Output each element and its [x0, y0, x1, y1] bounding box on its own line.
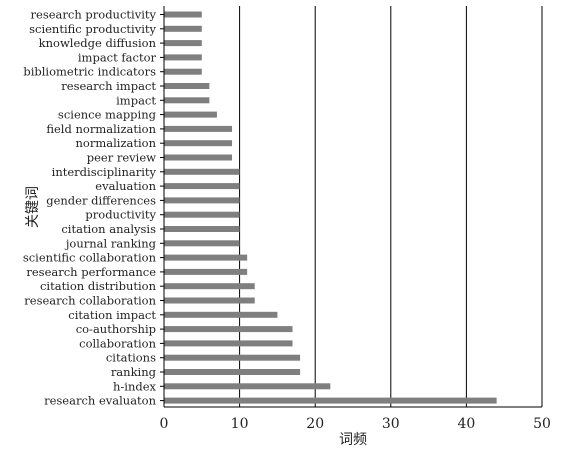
bar: [164, 25, 202, 32]
x-tick-label: 50: [533, 416, 551, 432]
category-label: h-index: [113, 379, 157, 393]
bar: [164, 140, 233, 147]
bar: [164, 183, 240, 190]
bar: [164, 226, 240, 232]
category-label: citation distribution: [40, 279, 157, 293]
category-label: scientific collaboration: [23, 251, 157, 265]
bar: [164, 197, 240, 204]
bar: [164, 340, 293, 347]
bar: [164, 369, 301, 375]
x-tick-label: 40: [457, 416, 475, 432]
bar: [164, 111, 217, 118]
category-label: ranking: [111, 365, 157, 379]
bar: [164, 168, 240, 175]
category-label: citations: [106, 351, 156, 365]
bar: [164, 383, 331, 390]
bar: [164, 240, 240, 247]
category-label: collaboration: [79, 336, 156, 350]
bar: [164, 254, 248, 261]
y-axis-title: 关键词: [25, 186, 41, 228]
category-label: impact factor: [78, 50, 157, 64]
bar: [164, 354, 301, 361]
category-label: field normalization: [46, 122, 156, 136]
category-label: knowledge diffusion: [39, 36, 157, 50]
x-tick-label: 10: [231, 416, 249, 432]
x-axis-title: 词频: [339, 432, 367, 448]
bar: [164, 326, 293, 333]
bar: [164, 397, 497, 404]
bar: [164, 97, 210, 104]
category-label: research impact: [61, 79, 156, 93]
axis-layer: [160, 6, 542, 408]
category-label: research productivity: [31, 8, 157, 22]
category-label: citation impact: [68, 308, 156, 322]
x-tick-label: 30: [382, 416, 400, 432]
category-label: scientific productivity: [29, 22, 156, 36]
bar: [164, 68, 202, 75]
category-label: evaluation: [95, 179, 156, 193]
bar: [164, 40, 202, 47]
bar: [164, 125, 233, 132]
bar: [164, 268, 248, 275]
category-label: co-authorship: [76, 322, 156, 336]
bar: [164, 54, 202, 61]
grid-layer: [239, 6, 543, 407]
bar: [164, 154, 233, 161]
category-label: research collaboration: [24, 294, 156, 308]
bar: [164, 211, 240, 218]
category-label: peer review: [87, 151, 156, 165]
category-label: impact: [116, 93, 156, 107]
bar: [164, 11, 202, 18]
category-label: journal ranking: [64, 236, 157, 250]
category-label: normalization: [76, 136, 157, 150]
category-label: gender differences: [46, 193, 156, 207]
bar-layer: [164, 11, 497, 404]
bar: [164, 297, 255, 304]
bar: [164, 283, 255, 290]
bar: [164, 83, 210, 89]
category-label: citation analysis: [61, 222, 156, 236]
x-tick-label: 0: [160, 416, 169, 432]
category-label: productivity: [85, 208, 156, 222]
category-label: interdisciplinarity: [52, 165, 157, 179]
category-label: bibliometric indicators: [23, 65, 156, 79]
x-tick-label: 20: [306, 416, 324, 432]
category-label: science mapping: [58, 108, 157, 122]
category-label: research evaluaton: [44, 394, 157, 408]
category-label: research performance: [26, 265, 156, 279]
bar: [164, 311, 278, 318]
